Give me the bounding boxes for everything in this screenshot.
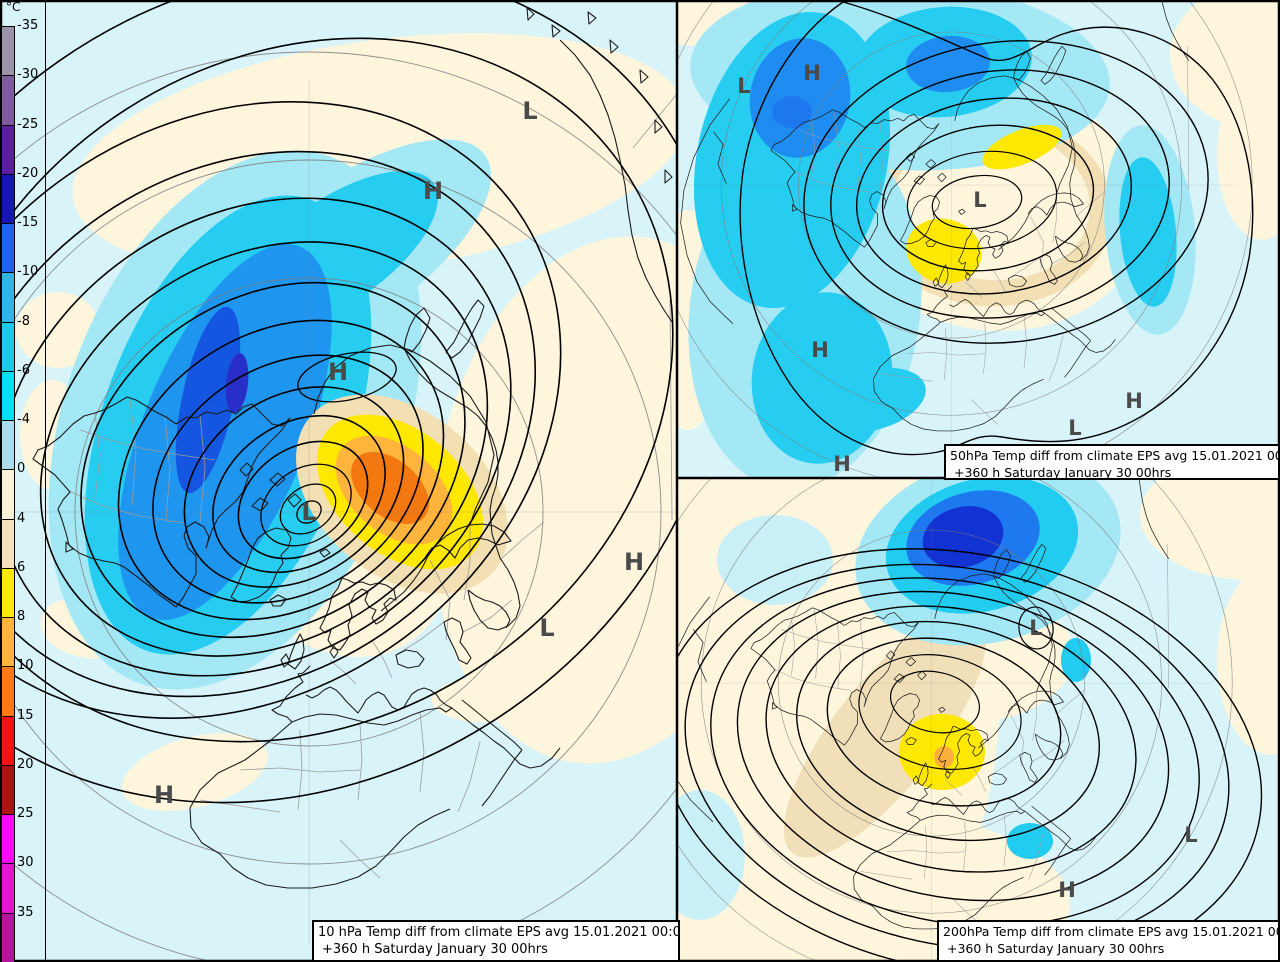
caption-10hpa: 10 hPa Temp diff from climate EPS avg 15…: [312, 920, 680, 962]
low-marker: L: [1029, 616, 1042, 640]
colorbar-segment: [1, 75, 15, 126]
low-marker: L: [1184, 823, 1197, 847]
high-marker: H: [833, 452, 851, 476]
colorbar-tick-label: 0: [17, 461, 26, 477]
colorbar-tick-label: -8: [17, 313, 30, 329]
temperature-colorbar: °C -35 -30 -25 -20 -15 -10 -8 -6 -4 0 4 6 8 10 15 20 25 3…: [0, 0, 46, 962]
high-marker: H: [1058, 878, 1076, 902]
colorbar-tick-label: 20: [17, 756, 34, 772]
panel-200hpa: [677, 478, 1280, 962]
caption-200hpa-line1: 200hPa Temp diff from climate EPS avg 15…: [943, 924, 1280, 939]
colorbar-tick-label: 30: [17, 855, 34, 871]
colorbar-tick-label: -10: [17, 264, 39, 280]
colorbar-segment: [1, 518, 15, 569]
high-marker: H: [154, 781, 174, 809]
colorbar-segment: [1, 272, 15, 323]
colorbar-segment: [1, 764, 15, 816]
cold-anomaly-10hpa: [48, 139, 491, 690]
low-marker: L: [539, 614, 554, 642]
colorbar-segment: [1, 666, 15, 717]
caption-200hpa-line2: +360 h Saturday January 30 00hrs: [947, 940, 1165, 956]
caption-10hpa-line2: +360 h Saturday January 30 00hrs: [322, 942, 548, 958]
high-marker: H: [811, 338, 829, 362]
caption-50hpa: 50hPa Temp diff from climate EPS avg 15.…: [944, 444, 1280, 480]
panel-10hpa: [0, 0, 677, 962]
low-marker: L: [301, 498, 316, 526]
high-low-markers: L H H L H L H L H L H H L H L L H: [154, 61, 1198, 902]
contours-50hpa: [739, 1, 1254, 456]
colorbar-unit-label: °C: [6, 0, 21, 14]
colorbar-tick-label: -15: [17, 215, 39, 231]
colorbar-tick-label: -25: [17, 116, 39, 132]
caption-10hpa-line1: 10 hPa Temp diff from climate EPS avg 15…: [318, 925, 680, 940]
colorbar-tick-label: -20: [17, 165, 39, 181]
colorbar-tick-label: 35: [17, 904, 34, 920]
colorbar-segment: [1, 370, 15, 422]
high-marker: H: [423, 177, 443, 205]
high-marker: H: [803, 61, 821, 85]
colorbar-tick-label: -35: [17, 18, 39, 33]
colorbar-segment: [1, 223, 15, 274]
cold-anomaly-200hpa: [677, 478, 1121, 920]
colorbar-segment: [1, 173, 15, 225]
colorbar-tick-label: 4: [17, 510, 26, 526]
colorbar-segment: [1, 469, 15, 520]
panel-50hpa: [677, 0, 1280, 478]
high-marker: H: [624, 548, 644, 576]
warm-band-200: [783, 612, 987, 858]
colorbar-segment: [1, 617, 15, 668]
low-marker: L: [973, 188, 986, 212]
caption-200hpa: 200hPa Temp diff from climate EPS avg 15…: [937, 920, 1280, 962]
colorbar-tick-label: -30: [17, 67, 39, 83]
colorbar-segment: [1, 124, 15, 175]
colorbar-tick-label: -6: [17, 362, 30, 378]
colorbar-tick-label: -4: [17, 412, 30, 428]
colorbar-segment: [1, 321, 15, 372]
colorbar-segment: [1, 863, 15, 914]
colorbar-segment: [1, 567, 15, 619]
colorbar-tick-label: 10: [17, 658, 34, 674]
high-marker: H: [328, 358, 348, 386]
colorbar-tick-label: 6: [17, 559, 26, 575]
colorbar-segment: [1, 912, 15, 962]
contours-10hpa: [0, 0, 677, 804]
colorbar-tick-label: 8: [17, 609, 26, 625]
low-marker: L: [737, 74, 750, 98]
caption-50hpa-line2: +360 h Saturday January 30 00hrs: [954, 464, 1172, 480]
high-marker: H: [1125, 389, 1143, 413]
colorbar-segment: [1, 715, 15, 766]
low-marker: L: [522, 97, 537, 125]
colorbar-segment: [1, 420, 15, 471]
caption-50hpa-line1: 50hPa Temp diff from climate EPS avg 15.…: [950, 448, 1280, 463]
contours-200hpa: [677, 548, 1263, 962]
colorbar-tick-label: 15: [17, 707, 34, 723]
colorbar-segment: [1, 814, 15, 865]
cold-anomaly-50hpa: [688, 0, 1196, 478]
warm-anomaly-10hpa: [296, 394, 508, 594]
colorbar-segment: [1, 26, 15, 77]
colorbar-tick-label: 25: [17, 806, 34, 822]
low-marker: L: [1068, 416, 1081, 440]
